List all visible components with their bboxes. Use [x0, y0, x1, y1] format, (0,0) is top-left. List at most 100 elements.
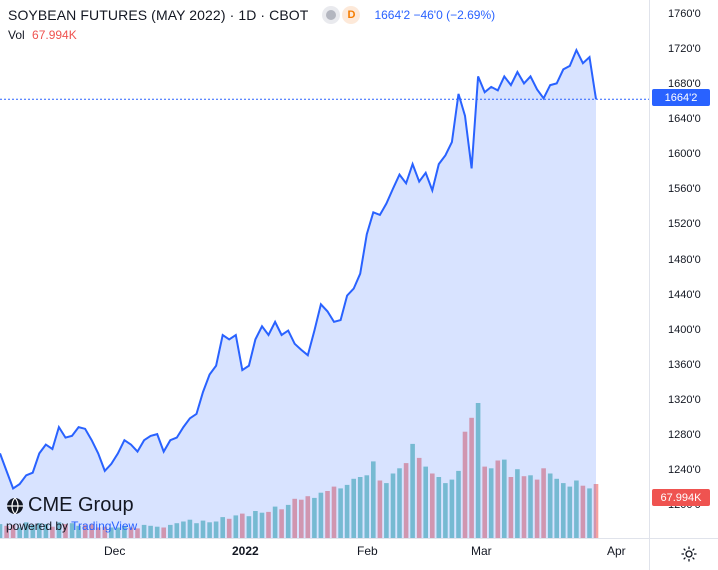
price-tick: 1520'0 — [668, 218, 701, 231]
volume-bar — [449, 479, 455, 538]
volume-bar — [259, 512, 265, 538]
price-tick: 1440'0 — [668, 288, 701, 301]
price-change: 1664'2 −46'0 (−2.69%) — [374, 8, 496, 22]
volume-bar — [200, 520, 206, 538]
price-line — [0, 47, 597, 491]
volume-bar — [285, 504, 291, 538]
volume-bar — [515, 469, 520, 538]
time-tick: Dec — [104, 544, 126, 558]
volume-bar — [187, 519, 193, 538]
volume-axis-label: 67.994K — [652, 489, 710, 506]
volume-bar — [521, 476, 527, 538]
volume-bar — [410, 443, 415, 538]
volume-bar — [109, 527, 114, 538]
time-tick: Feb — [357, 544, 378, 558]
volume-bar — [272, 506, 278, 538]
volume-bar — [469, 417, 474, 538]
volume-bar — [115, 527, 121, 538]
volume-bar — [377, 480, 383, 538]
volume-bar — [325, 491, 330, 538]
time-tick: Mar — [471, 544, 492, 558]
volume-bar — [89, 524, 94, 538]
volume-bar — [344, 484, 350, 538]
volume-bar — [292, 498, 297, 538]
price-tick: 1720'0 — [668, 43, 701, 56]
volume-bar — [528, 475, 533, 538]
volume-bar — [403, 463, 409, 538]
volume-bar — [488, 468, 494, 538]
price-tick: 1400'0 — [668, 323, 701, 336]
volume-bar — [430, 473, 435, 538]
volume-bar — [416, 457, 422, 538]
volume-bar — [0, 524, 3, 538]
volume-bar — [135, 528, 140, 538]
volume-bar — [371, 461, 376, 538]
price-tick: 1640'0 — [668, 113, 701, 126]
cme-logo[interactable]: CME Group powered by TradingView — [6, 494, 137, 533]
volume-bar — [95, 527, 101, 538]
volume-bar — [30, 524, 36, 538]
axis-divider — [649, 0, 650, 570]
volume-bar — [299, 499, 304, 538]
volume-bar — [23, 522, 29, 538]
volume-bar — [37, 523, 42, 538]
volume-bar — [141, 524, 147, 538]
volume-bar — [561, 483, 566, 538]
volume-bar — [462, 431, 468, 538]
volume-bar — [390, 473, 396, 538]
symbol-title: SOYBEAN FUTURES (MAY 2022) · 1D · CBOT — [8, 7, 309, 23]
volume-label: Vol — [8, 28, 25, 42]
volume-bar — [226, 518, 232, 538]
price-tick: 1360'0 — [668, 358, 701, 371]
volume-bar — [253, 511, 258, 538]
volume-bar — [122, 525, 127, 538]
volume-bar — [4, 525, 9, 538]
volume-bar — [443, 483, 448, 538]
globe-icon — [7, 497, 23, 514]
volume-bar — [10, 524, 16, 538]
volume-bar — [148, 525, 153, 538]
price-tick: 1480'0 — [668, 253, 701, 266]
volume-bar — [364, 475, 370, 538]
last-price-label: 1664'2 — [652, 89, 710, 106]
settings-gear-icon[interactable] — [680, 545, 698, 563]
status-badges: D — [322, 6, 361, 24]
volume-bar — [580, 485, 586, 538]
price-tick: 1280'0 — [668, 428, 701, 441]
volume-bar — [102, 526, 108, 538]
volume-bar — [384, 483, 389, 538]
chart-header: SOYBEAN FUTURES (MAY 2022) · 1D · CBOT D… — [8, 4, 495, 26]
volume-bar — [338, 488, 343, 538]
delayed-badge[interactable]: D — [342, 6, 361, 24]
volume-bar — [161, 527, 166, 538]
tradingview-link[interactable]: TradingView — [71, 519, 138, 533]
volume-bar — [305, 496, 311, 538]
price-tick: 1240'0 — [668, 463, 701, 476]
volume-bar — [456, 470, 461, 538]
price-area — [0, 50, 596, 538]
volume-bar — [475, 403, 481, 538]
market-status-icon[interactable] — [322, 6, 341, 24]
volume-bar — [541, 468, 546, 538]
price-tick: 1760'0 — [668, 8, 701, 20]
volume-bar — [312, 497, 317, 538]
price-tick: 1560'0 — [668, 183, 701, 196]
price-tick: 1680'0 — [668, 78, 701, 91]
volume-bar — [240, 513, 245, 538]
volume-bar — [246, 516, 252, 538]
time-tick: Apr — [607, 544, 626, 558]
price-tick: 1600'0 — [668, 148, 701, 161]
volume-bar — [181, 521, 186, 538]
volume-bar — [233, 515, 239, 538]
volume-legend: Vol 67.994K — [8, 28, 77, 42]
volume-bar — [154, 526, 160, 538]
volume-bar — [50, 526, 55, 538]
volume-bar — [220, 517, 225, 538]
time-tick: 2022 — [232, 544, 259, 558]
price-chart[interactable] — [0, 0, 650, 538]
volume-bar — [128, 527, 134, 538]
volume-bar — [593, 484, 599, 538]
volume-bar — [279, 509, 284, 538]
volume-bar — [174, 523, 180, 538]
volume-bar — [567, 486, 573, 538]
